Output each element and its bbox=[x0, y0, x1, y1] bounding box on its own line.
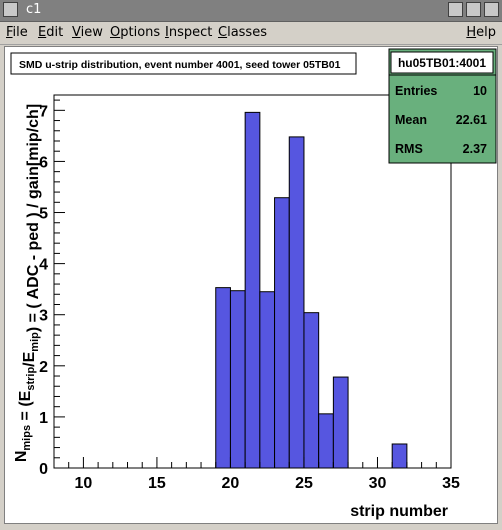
y-tick-label: 0 bbox=[39, 461, 48, 478]
stats-rms-value: 2.37 bbox=[463, 142, 487, 156]
menu-options-label: ptions bbox=[120, 25, 161, 40]
window-icon[interactable] bbox=[3, 2, 18, 17]
y-tick-label: 4 bbox=[39, 257, 48, 274]
menu-classes[interactable]: Classes bbox=[218, 25, 267, 40]
menu-edit[interactable]: Edit bbox=[38, 25, 63, 40]
x-tick-label: 25 bbox=[295, 475, 313, 492]
histogram-bar bbox=[229, 290, 246, 469]
menu-options[interactable]: Options bbox=[110, 25, 160, 40]
histogram-bar bbox=[274, 197, 290, 469]
stats-entries-value: 10 bbox=[473, 84, 487, 98]
stats-name-box bbox=[390, 51, 494, 74]
menu-help-label: elp bbox=[476, 25, 496, 40]
stats-name: hu05TB01:4001 bbox=[398, 56, 486, 70]
y-tick-label: 3 bbox=[39, 308, 48, 325]
histogram-bar bbox=[391, 443, 408, 469]
window-title: c1 bbox=[26, 2, 42, 17]
histogram-bar bbox=[244, 111, 261, 469]
menu-help-mnemonic: H bbox=[466, 25, 477, 40]
histogram-bar bbox=[215, 287, 231, 469]
menu-help[interactable]: Help bbox=[466, 25, 496, 40]
stats-mean-value: 22.61 bbox=[456, 113, 487, 127]
y-tick-label: 5 bbox=[39, 206, 48, 223]
histogram-bars bbox=[215, 111, 408, 469]
stats-mean-label: Mean bbox=[395, 113, 427, 127]
menu-bar: File Edit View Options Inspect Classes Help bbox=[0, 22, 502, 45]
plot-title-box bbox=[10, 52, 357, 75]
histogram-plot: SMD u-strip distribution, event number 4… bbox=[10, 48, 497, 520]
stats-rms-label: RMS bbox=[395, 142, 423, 156]
histogram-bar bbox=[288, 136, 305, 469]
menu-classes-mnemonic: C bbox=[218, 25, 228, 40]
x-tick-label: 10 bbox=[75, 475, 93, 492]
menu-classes-label: lasses bbox=[227, 25, 267, 40]
stats-entries-label: Entries bbox=[395, 84, 437, 98]
x-tick-label: 30 bbox=[369, 475, 387, 492]
y-axis: 0 1 2 3 4 5 6 7 bbox=[39, 99, 65, 478]
menu-file[interactable]: File bbox=[6, 25, 28, 40]
histogram-bar bbox=[303, 312, 320, 469]
maximize-button[interactable] bbox=[466, 2, 481, 17]
menu-options-mnemonic: O bbox=[110, 25, 121, 40]
menu-inspect-label: nspect bbox=[168, 25, 213, 40]
x-tick-label: 35 bbox=[442, 475, 460, 492]
histogram-bar bbox=[318, 413, 334, 469]
menu-file-mnemonic: F bbox=[6, 25, 13, 40]
close-button[interactable] bbox=[484, 2, 499, 17]
menu-view-mnemonic: V bbox=[72, 25, 81, 40]
menu-edit-label: dit bbox=[46, 25, 64, 40]
x-axis-label: strip number bbox=[350, 503, 448, 520]
histogram-bar bbox=[259, 291, 276, 469]
menu-view-label: iew bbox=[80, 25, 103, 40]
y-tick-label: 6 bbox=[39, 154, 48, 171]
menu-inspect[interactable]: Inspect bbox=[165, 25, 212, 40]
menu-file-label: ile bbox=[12, 25, 28, 40]
x-axis: 10 15 20 25 30 35 bbox=[53, 457, 460, 492]
y-axis-label: Nmips = (Estrip/Emip) = ( ADC - ped ) / … bbox=[13, 104, 42, 462]
x-tick-label: 20 bbox=[222, 475, 240, 492]
histogram-bar bbox=[332, 376, 349, 469]
menu-inspect-mnemonic: I bbox=[165, 25, 169, 40]
window-titlebar: c1 bbox=[0, 0, 502, 22]
y-tick-label: 7 bbox=[39, 103, 48, 120]
stats-box: hu05TB01:4001 Entries 10 Mean 22.61 RMS … bbox=[388, 48, 497, 164]
x-tick-label: 15 bbox=[148, 475, 166, 492]
minimize-button[interactable] bbox=[448, 2, 463, 17]
plot-canvas[interactable]: SMD u-strip distribution, event number 4… bbox=[4, 46, 498, 524]
plot-title: SMD u-strip distribution, event number 4… bbox=[19, 59, 341, 71]
menu-view[interactable]: View bbox=[72, 25, 103, 40]
menu-edit-mnemonic: E bbox=[38, 25, 47, 40]
y-tick-label: 1 bbox=[39, 410, 48, 427]
y-tick-label: 2 bbox=[39, 359, 48, 376]
